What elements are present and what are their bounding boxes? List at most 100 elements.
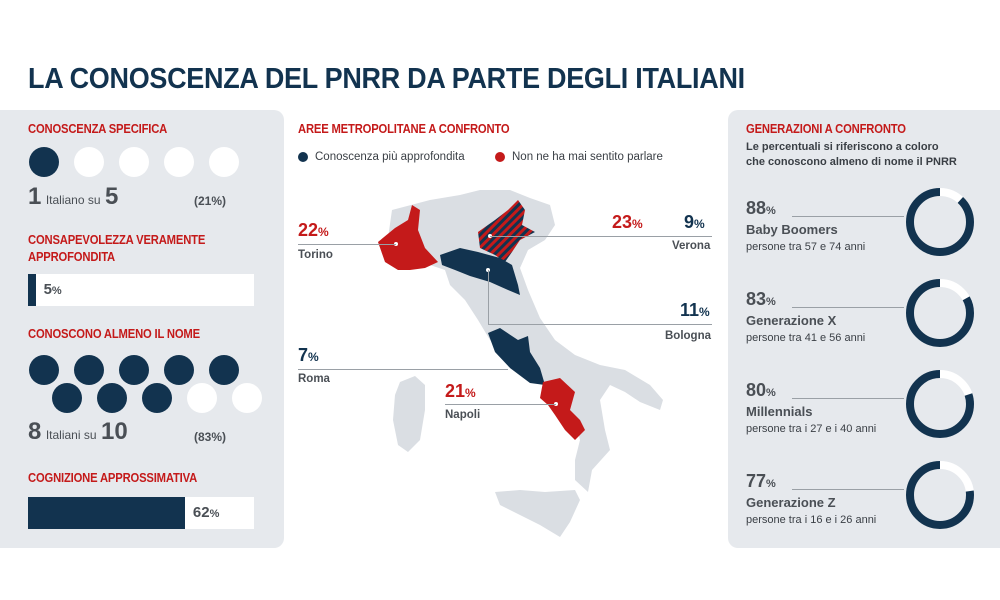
generation-name: Generazione Z <box>746 495 836 510</box>
unit: % <box>766 296 776 308</box>
approssimativa-bar-fill <box>28 497 185 529</box>
donut-arc <box>906 279 974 347</box>
generazioni-title: GENERAZIONI A CONFRONTO <box>746 122 906 136</box>
generation-age: persone tra 41 e 56 anni <box>746 332 866 344</box>
anchor-napoli <box>554 402 558 406</box>
ratio-den: 10 <box>100 418 128 445</box>
legend-dot-navy <box>298 152 308 162</box>
almeno-nome-ratio: 8 Italiani su 10 <box>28 418 128 446</box>
generation-divider <box>792 489 904 490</box>
page-title: LA CONOSCENZA DEL PNRR DA PARTE DEGLI IT… <box>28 63 745 95</box>
leader-verona <box>490 236 712 237</box>
value: 7 <box>298 345 309 365</box>
approfondita-bar-label: 5% <box>44 281 62 298</box>
generation-age: persone tra 57 e 74 anni <box>746 241 866 253</box>
map-sardinia <box>393 376 425 452</box>
legend-label: Non ne ha mai sentito parlare <box>512 151 663 163</box>
unit: % <box>465 386 476 400</box>
map-region-campania <box>540 378 585 440</box>
donut-arc <box>906 370 974 438</box>
map-region-piemonte <box>378 205 438 270</box>
generation-divider <box>792 307 904 308</box>
map-region-emilia-romagna <box>440 248 520 295</box>
bologna-name: Bologna <box>665 330 711 342</box>
value: 9 <box>684 212 695 232</box>
value: 22 <box>298 220 319 240</box>
generation-age: persone tra i 16 e i 26 anni <box>746 514 877 526</box>
approfondita-title: CONSAPEVOLEZZA VERAMENTE APPROFONDITA <box>28 232 205 266</box>
value: 21 <box>445 381 466 401</box>
approfondita-title-line1: CONSAPEVOLEZZA VERAMENTE <box>28 233 206 247</box>
napoli-name: Napoli <box>445 409 481 421</box>
value: 77 <box>746 471 767 491</box>
left-panel <box>0 110 284 548</box>
specifica-ratio: 1 Italiano su 5 <box>28 183 118 211</box>
napoli-red-pct: 21% <box>445 381 476 402</box>
unit: % <box>766 387 776 399</box>
generation-donut <box>906 188 974 256</box>
generation-name: Baby Boomers <box>746 222 838 237</box>
value: 11 <box>680 300 700 320</box>
ratio-num: 8 <box>28 418 42 445</box>
generation-donut <box>906 279 974 347</box>
leader-bologna-h <box>488 324 712 325</box>
verona-navy-pct: 9% <box>684 212 705 233</box>
unit: % <box>209 508 220 520</box>
generation-divider <box>792 216 904 217</box>
legend-red: Non ne ha mai sentito parlare <box>495 151 663 163</box>
value: 62 <box>192 504 210 521</box>
person-dot-empty <box>74 147 104 177</box>
generation-pct: 88% <box>746 198 776 219</box>
ratio-num: 1 <box>28 183 42 210</box>
generation-name: Generazione X <box>746 313 837 328</box>
person-dot-filled <box>74 355 104 385</box>
bologna-navy-pct: 11% <box>680 300 710 321</box>
leader-roma <box>298 369 508 370</box>
almeno-nome-pct: (83%) <box>194 430 227 444</box>
donut-arc <box>906 188 974 256</box>
approssimativa-bar-label: 62% <box>193 504 219 521</box>
verona-name: Verona <box>672 240 711 252</box>
approssimativa-title: COGNIZIONE APPROSSIMATIVA <box>28 471 198 485</box>
value: 88 <box>746 198 767 218</box>
person-dot-filled <box>29 355 59 385</box>
generation-pct: 80% <box>746 380 776 401</box>
generation-name: Millennials <box>746 404 813 419</box>
person-dot-empty <box>187 383 217 413</box>
torino-name: Torino <box>298 249 333 261</box>
value: 83 <box>746 289 767 309</box>
ratio-text: Italiani su <box>45 428 97 442</box>
generation-pct: 77% <box>746 471 776 492</box>
person-dot-filled <box>209 355 239 385</box>
italy-map <box>378 190 663 537</box>
donut-arc <box>906 461 974 529</box>
unit: % <box>308 350 319 364</box>
generation-donut <box>906 370 974 438</box>
map-sicily <box>495 490 580 537</box>
unit: % <box>766 205 776 217</box>
value: 23 <box>612 212 633 232</box>
subtitle-line2: che conoscono almeno di nome il PNRR <box>746 156 957 168</box>
generation-donut <box>906 461 974 529</box>
person-dot-filled <box>164 355 194 385</box>
person-dot-filled <box>142 383 172 413</box>
specifica-title: CONOSCENZA SPECIFICA <box>28 122 168 136</box>
approssimativa-bar: 62% <box>28 497 254 529</box>
legend-label: Conoscenza più approfondita <box>315 151 465 163</box>
leader-napoli <box>445 404 556 405</box>
map-region-veneto <box>478 200 535 262</box>
generazioni-subtitle: Le percentuali si riferiscono a coloro c… <box>746 140 957 170</box>
unit: % <box>766 478 776 490</box>
approfondita-title-line2: APPROFONDITA <box>28 250 116 264</box>
subtitle-line1: Le percentuali si riferiscono a coloro <box>746 141 939 153</box>
leader-bologna-v <box>488 270 489 324</box>
approfondita-bar-fill <box>28 274 36 306</box>
map-region-lazio <box>488 328 545 385</box>
torino-red-pct: 22% <box>298 220 329 241</box>
anchor-torino <box>394 242 398 246</box>
leader-torino <box>298 244 396 245</box>
anchor-roma <box>506 367 510 371</box>
aree-title: AREE METROPOLITANE A CONFRONTO <box>298 122 510 136</box>
unit: % <box>632 217 643 231</box>
roma-name: Roma <box>298 373 330 385</box>
